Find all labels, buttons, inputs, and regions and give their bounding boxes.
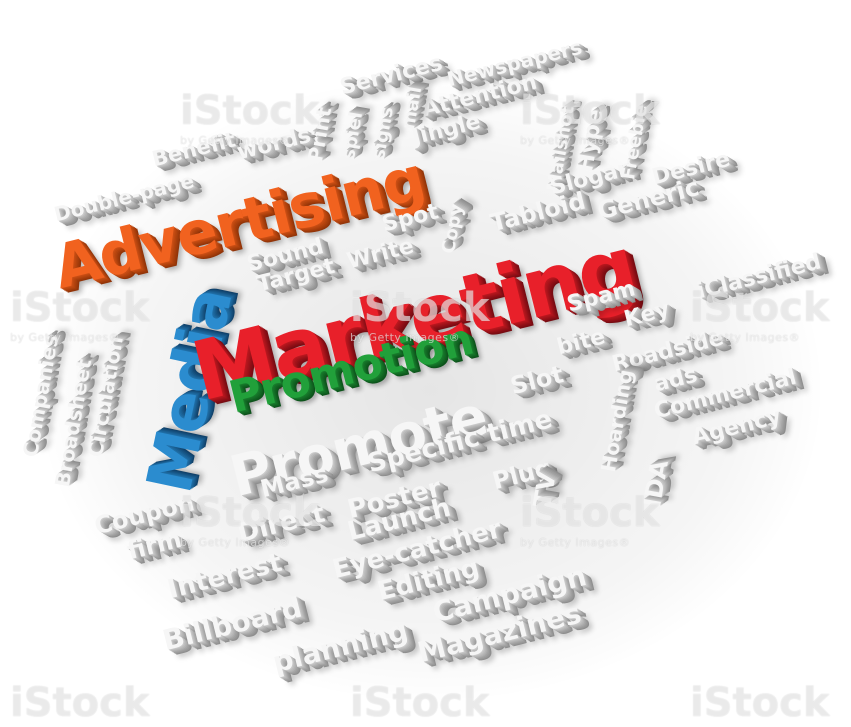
floor-shadow bbox=[40, 80, 820, 700]
watermark-brand-text: iStock bbox=[10, 680, 150, 726]
watermark-bottom-left: iStock bbox=[10, 680, 149, 726]
word-tv: TV bbox=[528, 470, 562, 510]
watermark-brand-text: iStock bbox=[690, 680, 830, 726]
watermark-bottom-right: iStock bbox=[690, 680, 829, 726]
